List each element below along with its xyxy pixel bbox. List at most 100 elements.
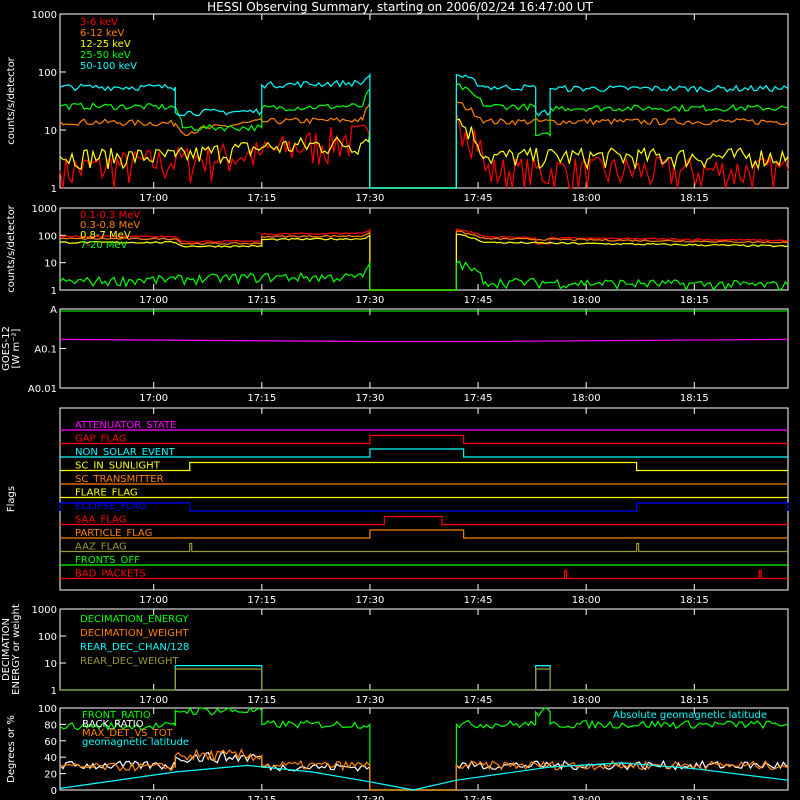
flag-line [59,502,789,512]
y-tick-label: 80 [44,720,57,731]
series-line-p6-1 [59,750,789,791]
y-tick-label: 1 [51,184,57,195]
y-axis-label: [W m⁻²] [11,328,22,368]
flag-label: FRONTS_OFF [75,555,140,566]
series-line-p2-3 [59,260,789,292]
flag-label: NON_SOLAR_EVENT [75,447,176,458]
legend-entry: 0.1-0.3 MeV [80,210,140,221]
flag-label: FLARE_FLAG [75,488,138,499]
flag-line [60,434,788,445]
time-tick-label: 17:30 [356,595,385,606]
time-tick-label: 18:15 [680,393,709,404]
y-tick-label: 1000 [32,204,57,215]
page-title: HESSI Observing Summary, starting on 200… [207,0,593,14]
legend-entry: 12-25 keV [80,39,131,50]
time-tick-label: 17:45 [464,795,493,800]
time-tick-label: 17:00 [139,695,168,706]
series-line-p5-3 [60,668,788,691]
time-tick-label: 17:30 [356,393,385,404]
legend-entry: BACK_RATIO [82,719,144,730]
legend-entry: MAX_DET_VS_TOT [82,728,174,739]
legend-entry: 3-6 keV [80,17,118,28]
flag-label: ATTENUATOR_STATE [75,420,176,431]
y-axis-label: DECIMATION [1,618,12,681]
series-line-p2-2 [59,233,789,291]
flag-label: ECLIPSE_FLAG [75,501,146,512]
time-tick-label: 18:00 [572,695,601,706]
panel-frame-p3 [59,308,789,389]
time-tick-label: 17:00 [139,595,168,606]
time-tick-label: 18:15 [680,695,709,706]
y-axis-label: Degrees or % [6,715,17,783]
legend-entry: DECIMATION_WEIGHT [80,628,189,639]
legend-entry: REAR_DEC_WEIGHT [80,656,179,667]
time-tick-label: 17:30 [356,695,385,706]
legend-entry: 6-12 keV [80,28,124,39]
flag-label: SC_IN_SUNLIGHT [75,461,161,472]
y-tick-label: 1000 [32,10,57,21]
series-line-p1-3 [59,83,789,189]
time-tick-label: 17:30 [356,295,385,306]
flag-line [60,448,788,458]
series-line-p1-4 [59,72,789,189]
flag-line [60,542,788,553]
y-tick-label: 20 [44,770,57,781]
series-line-p2-0 [59,228,789,291]
time-tick-label: 18:00 [572,795,601,800]
legend-entry: FRONT_RATIO [82,710,151,721]
time-tick-label: 18:00 [572,393,601,404]
y-tick-label: A0.01 [28,384,57,395]
time-tick-label: 17:30 [356,193,385,204]
flag-line [60,515,788,526]
time-tick-label: 18:00 [572,193,601,204]
y-tick-label: 0 [51,786,57,797]
time-tick-label: 18:15 [680,193,709,204]
time-tick-label: 18:00 [572,595,601,606]
time-tick-label: 18:15 [680,595,709,606]
panel-frame-p1 [59,13,789,189]
y-axis-label: counts/s/detector [6,56,17,144]
flag-label: GAP_FLAG [75,434,127,445]
flag-label: AAZ_FLAG [75,542,127,553]
time-tick-label: 17:30 [356,795,385,800]
time-tick-label: 17:15 [247,193,276,204]
time-tick-label: 17:15 [247,795,276,800]
y-tick-label: 1 [51,286,57,297]
flag-label: PARTICLE_FLAG [75,528,152,539]
legend-entry: 7-20 MeV [80,240,128,251]
time-tick-label: 17:15 [247,595,276,606]
y-tick-label: 10 [44,126,57,137]
time-tick-label: 17:15 [247,695,276,706]
y-axis-label: Flags [6,486,17,512]
time-tick-label: 17:45 [464,695,493,706]
legend-entry: DECIMATION_ENERGY [80,614,189,625]
y-tick-label: 100 [38,68,57,79]
y-tick-label: 1 [51,686,57,697]
time-tick-label: 18:15 [680,795,709,800]
series-line-p6-2 [59,748,789,791]
series-line-p3-0 [59,338,789,343]
time-tick-label: 18:15 [680,295,709,306]
series-line-p2-1 [59,230,789,291]
time-tick-label: 17:45 [464,595,493,606]
time-tick-label: 18:00 [572,295,601,306]
series-line-p1-2 [59,118,789,189]
legend-entry: 0.3-0.8 MeV [80,220,140,231]
y-tick-label: 10 [44,259,57,270]
time-tick-label: 17:00 [139,795,168,800]
panel-frame-p4 [59,407,789,591]
legend-entry: geomagnetic latitude [82,737,189,748]
time-tick-label: 17:00 [139,295,168,306]
time-tick-label: 17:15 [247,393,276,404]
y-tick-label: 10 [44,659,57,670]
legend-entry: 25-50 keV [80,50,131,61]
annotation-label: Absolute geomagnetic latitude [613,710,767,721]
y-tick-label: 100 [38,632,57,643]
flag-line [60,569,788,580]
series-line-p1-0 [59,112,789,189]
y-axis-label: ENERGY or weight [11,604,22,695]
y-tick-label: A0.1 [34,345,57,356]
series-line-p5-2 [60,665,788,691]
legend-entry: 50-100 keV [80,61,137,72]
